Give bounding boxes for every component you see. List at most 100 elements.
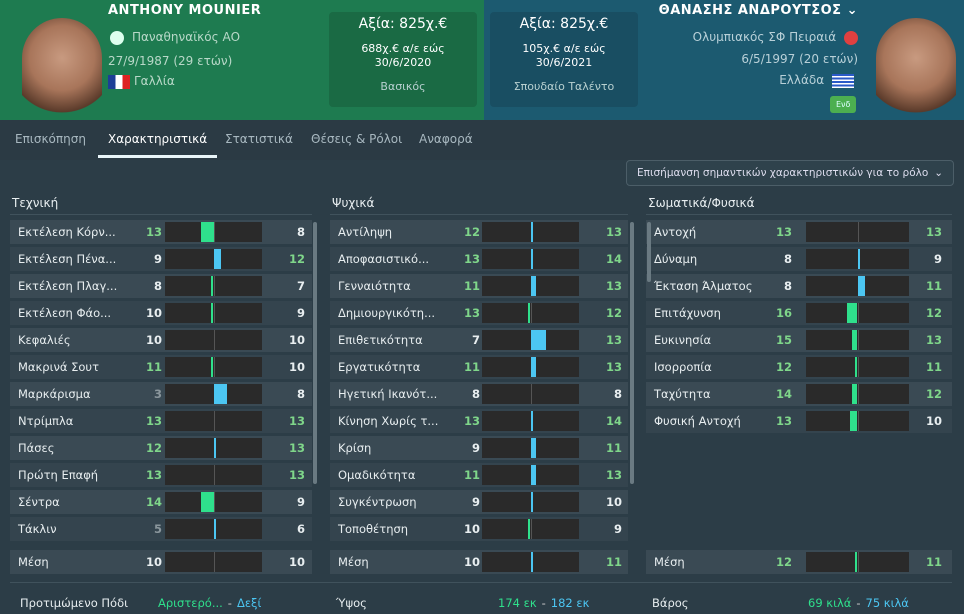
right-player-header: Αξία: 825χ.€ 105χ.€ α/ε εώς 30/6/2021 Σπο… bbox=[484, 0, 964, 120]
attribute-label: Μαρκάρισμα bbox=[18, 387, 91, 401]
comparison-bar-track bbox=[482, 519, 579, 539]
attribute-label: Ευκινησία bbox=[654, 333, 712, 347]
comparison-bar bbox=[852, 384, 858, 404]
attribute-label: Επιτάχυνση bbox=[654, 306, 721, 320]
comparison-bar bbox=[527, 303, 531, 323]
comparison-bar-track bbox=[165, 438, 262, 458]
right-value: 11 bbox=[925, 555, 942, 569]
tab-report[interactable]: Αναφορά bbox=[419, 132, 473, 146]
left-player-club[interactable]: Παναθηναϊκός ΑΟ bbox=[110, 30, 240, 45]
bar-center-line bbox=[213, 465, 215, 485]
comparison-bar bbox=[213, 249, 222, 269]
scrollbar[interactable] bbox=[313, 222, 317, 484]
bar-center-line bbox=[213, 357, 215, 377]
tab-overview[interactable]: Επισκόπηση bbox=[15, 132, 86, 146]
left-value: 13 bbox=[775, 225, 792, 239]
attribute-row: Επιθετικότητα 7 13 bbox=[330, 328, 628, 352]
right-player-selector[interactable]: ΘΑΝΑΣΗΣ ΑΝΔΡΟΥΤΣΟΣ ⌄ bbox=[659, 3, 858, 18]
physical-label: Βάρος bbox=[652, 596, 689, 610]
chevron-down-icon: ⌄ bbox=[934, 167, 943, 179]
left-value: 13 bbox=[145, 225, 162, 239]
attribute-label: Τοποθέτηση bbox=[338, 522, 409, 536]
attribute-label: Ταχύτητα bbox=[654, 387, 711, 401]
comparison-bar bbox=[852, 330, 858, 350]
comparison-bar bbox=[530, 276, 536, 296]
attribute-row: Αποφασιστικό... 13 14 bbox=[330, 247, 628, 271]
comparison-bar bbox=[530, 492, 534, 512]
comparison-bar-track bbox=[165, 357, 262, 377]
left-value: 13 bbox=[145, 414, 162, 428]
right-value: 10 bbox=[288, 333, 305, 347]
attribute-row: Φυσική Αντοχή 13 10 bbox=[646, 409, 952, 433]
tab-statistics[interactable]: Στατιστικά bbox=[225, 132, 293, 146]
tab-attributes[interactable]: Χαρακτηριστικά bbox=[97, 132, 218, 158]
physical-label: Προτιμώμενο Πόδι bbox=[20, 596, 129, 610]
right-value: 9 bbox=[933, 252, 942, 266]
attribute-label: Εκτέλεση Πένα... bbox=[18, 252, 117, 266]
comparison-bar bbox=[530, 465, 536, 485]
average-row: Μέση 12 11 bbox=[646, 550, 952, 574]
comparison-bar-track bbox=[806, 249, 909, 269]
tab-positions-roles[interactable]: Θέσεις & Ρόλοι bbox=[311, 132, 403, 146]
right-value: 10 bbox=[288, 360, 305, 374]
average-row: Μέση 10 11 bbox=[330, 550, 628, 574]
attribute-row: Ταχύτητα 14 12 bbox=[646, 382, 952, 406]
bar-center-line bbox=[857, 411, 859, 431]
comparison-bar bbox=[530, 438, 536, 458]
left-value: Αριστερό... bbox=[158, 596, 223, 610]
attribute-label: Εκτέλεση Φάο... bbox=[18, 306, 112, 320]
right-value: 14 bbox=[605, 414, 622, 428]
left-value: 14 bbox=[775, 387, 792, 401]
comparison-bar-track bbox=[165, 465, 262, 485]
right-player-dob: 6/5/1997 (20 ετών) bbox=[741, 52, 858, 66]
right-value: 8 bbox=[296, 387, 305, 401]
attribute-row: Γενναιότητα 11 13 bbox=[330, 274, 628, 298]
section-title: Σωματικά/Φυσικά bbox=[648, 196, 755, 210]
france-flag-icon bbox=[108, 74, 130, 89]
attribute-row: Κρίση 9 11 bbox=[330, 436, 628, 460]
left-player-photo bbox=[22, 18, 102, 118]
right-value: 13 bbox=[288, 441, 305, 455]
scrollbar[interactable] bbox=[647, 222, 651, 282]
bar-center-line bbox=[857, 330, 859, 350]
attribute-row: Εργατικότητα 11 13 bbox=[330, 355, 628, 379]
value: Αξία: 825χ.€ bbox=[358, 16, 448, 32]
comparison-bar-track bbox=[806, 357, 909, 377]
attribute-label: Εκτέλεση Πλαγ... bbox=[18, 279, 118, 293]
attribute-row: Εκτέλεση Φάο... 10 9 bbox=[10, 301, 312, 325]
attribute-label: Κίνηση Χωρίς τ... bbox=[338, 414, 439, 428]
right-value: 182 εκ bbox=[550, 596, 590, 610]
attribute-row: Εκτέλεση Πένα... 9 12 bbox=[10, 247, 312, 271]
highlight-role-dropdown[interactable]: Επισήμανση σημαντικών χαρακτηριστικών γι… bbox=[626, 160, 954, 186]
section-divider bbox=[10, 214, 312, 215]
left-value: 13 bbox=[463, 252, 480, 266]
comparison-bar-track bbox=[806, 222, 909, 242]
left-value: 9 bbox=[471, 441, 480, 455]
comparison-bar bbox=[854, 552, 858, 572]
comparison-bar bbox=[530, 552, 534, 572]
comparison-bar-track bbox=[482, 276, 579, 296]
comparison-bar bbox=[200, 492, 214, 512]
left-value-box: Αξία: 825χ.€ 688χ.€ α/ε εώς 30/6/2020 Βασ… bbox=[329, 12, 477, 107]
right-value: 8 bbox=[296, 225, 305, 239]
comparison-bar-track bbox=[482, 222, 579, 242]
comparison-bar-track bbox=[165, 303, 262, 323]
attribute-row: Κεφαλιές 10 10 bbox=[10, 328, 312, 352]
right-value: 13 bbox=[605, 225, 622, 239]
right-player-club[interactable]: Ολυμπιακός ΣΦ Πειραιά bbox=[693, 30, 858, 45]
comparison-bar bbox=[530, 330, 547, 350]
left-value: 12 bbox=[775, 555, 792, 569]
comparison-bar-track bbox=[165, 552, 262, 572]
comparison-bar bbox=[527, 519, 531, 539]
attribute-row: Εκτέλεση Πλαγ... 8 7 bbox=[10, 274, 312, 298]
right-value: Δεξί bbox=[236, 596, 262, 610]
left-value: 8 bbox=[783, 252, 792, 266]
bar-center-line bbox=[213, 492, 215, 512]
club-name: Παναθηναϊκός ΑΟ bbox=[132, 30, 241, 44]
left-value: 69 κιλά bbox=[808, 596, 852, 610]
left-player-name[interactable]: ANTHONY MOUNIER bbox=[108, 3, 262, 18]
attribute-row: Συγκέντρωση 9 10 bbox=[330, 490, 628, 514]
comparison-bar-track bbox=[482, 357, 579, 377]
left-value: 15 bbox=[775, 333, 792, 347]
scrollbar[interactable] bbox=[630, 222, 634, 484]
